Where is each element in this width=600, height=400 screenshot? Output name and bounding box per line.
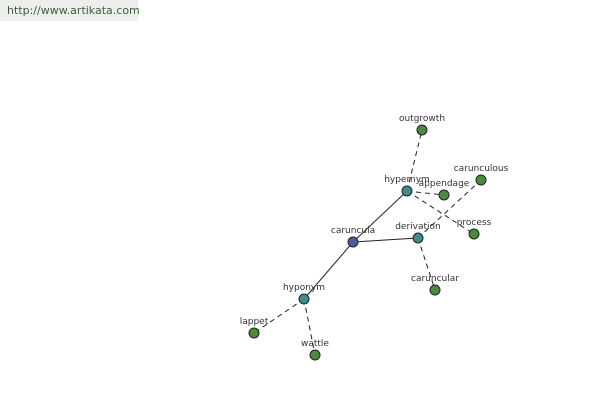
dashed-edge: [253, 298, 305, 334]
dashed-edge: [417, 237, 436, 291]
node[interactable]: [416, 124, 428, 136]
node[interactable]: [248, 327, 260, 339]
node-label: appendage: [419, 179, 470, 189]
node-label: caruncula: [331, 226, 375, 236]
dashed-edge: [406, 190, 445, 196]
dashed-edge: [406, 129, 423, 192]
node-label: wattle: [301, 339, 329, 349]
node[interactable]: [298, 293, 310, 305]
node-label: process: [457, 218, 492, 228]
node[interactable]: [468, 228, 480, 240]
dashed-edge: [406, 190, 475, 235]
site-url[interactable]: http://www.artikata.com: [7, 4, 140, 17]
node-label: derivation: [395, 222, 441, 232]
node[interactable]: [429, 284, 441, 296]
edge: [303, 241, 354, 300]
node[interactable]: [401, 185, 413, 197]
node-label: outgrowth: [399, 114, 445, 124]
node-label: carunculous: [454, 164, 509, 174]
node-label: hyponym: [283, 283, 325, 293]
edge: [352, 190, 408, 243]
node[interactable]: [309, 349, 321, 361]
node-label: lappet: [240, 317, 269, 327]
node[interactable]: [347, 236, 359, 248]
node[interactable]: [412, 232, 424, 244]
node-label: caruncular: [411, 274, 459, 284]
dashed-edge: [303, 298, 316, 356]
node-label: hypernym: [384, 175, 430, 185]
node[interactable]: [475, 174, 487, 186]
header-bar: http://www.artikata.com: [0, 0, 140, 21]
node[interactable]: [438, 189, 450, 201]
edge: [352, 237, 419, 243]
